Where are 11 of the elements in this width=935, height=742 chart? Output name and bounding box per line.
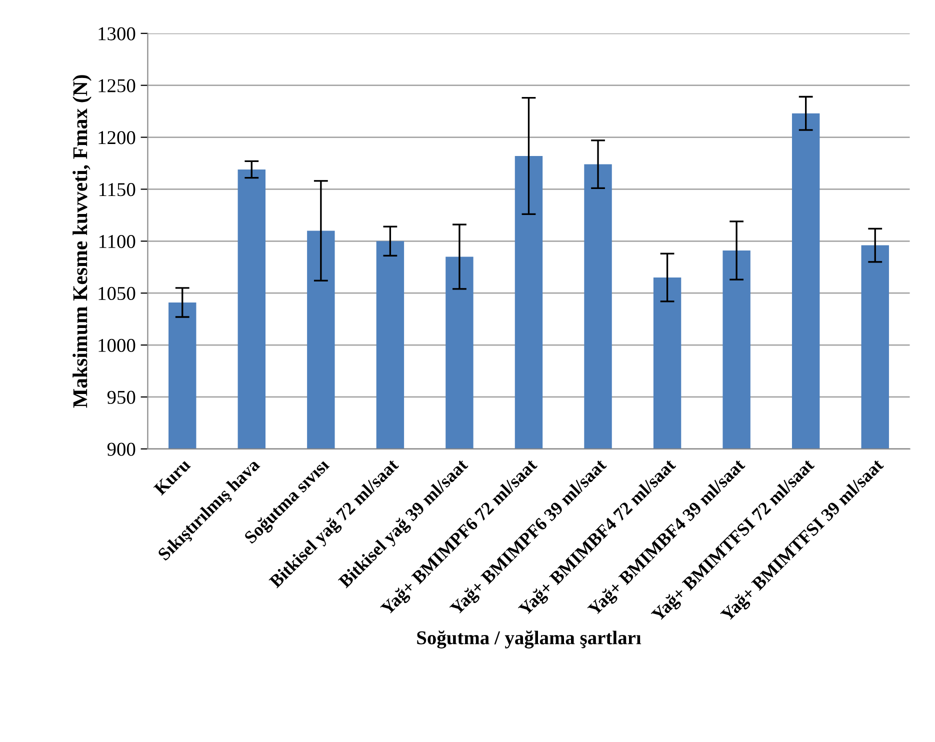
y-tick-label: 1250 <box>98 79 136 92</box>
y-tick-label: 900 <box>107 442 136 456</box>
y-tick-label: 1100 <box>99 234 136 248</box>
y-tick-label: 1050 <box>98 286 136 300</box>
y-tick-label: 1150 <box>99 183 136 196</box>
y-axis-title: Maksimum Kesme kuvveti, Fmax (N) <box>72 75 92 408</box>
y-tick-label: 1200 <box>98 131 136 144</box>
x-axis-title: Soğutma / yağlama şartları <box>417 630 642 648</box>
y-tick-label: 1000 <box>98 338 136 352</box>
y-tick-label: 1300 <box>98 27 136 40</box>
y-tick-label: 950 <box>107 390 136 404</box>
